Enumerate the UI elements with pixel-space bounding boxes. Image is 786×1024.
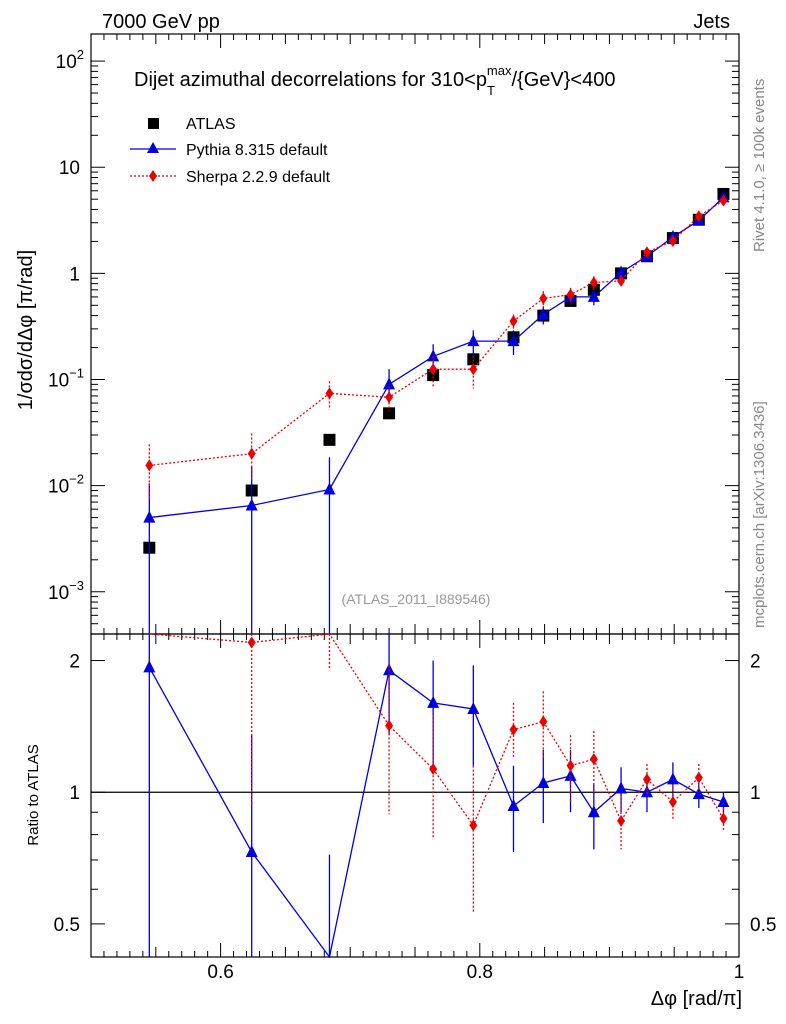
ratio-plot-frame — [90, 633, 740, 958]
ratio-axis-ticks: 0.6 0.8 1 0.5 0.5 1 1 2 2 — [54, 634, 776, 983]
pythia-point — [383, 377, 396, 390]
sherpa-point — [642, 773, 651, 786]
sherpa-point — [617, 814, 626, 827]
legend-sherpa-marker — [149, 170, 157, 182]
pythia-point — [467, 334, 480, 347]
sherpa-point — [385, 391, 394, 404]
x-tick-label: 0.8 — [467, 962, 493, 983]
pythia-point — [564, 768, 577, 781]
ratio-y-tick-label-left: 1 — [69, 783, 80, 804]
pythia-point — [666, 772, 679, 785]
main-y-tick-label: 10 — [59, 158, 80, 179]
legend: ATLAS Pythia 8.315 default Sherpa 2.2.9 … — [130, 116, 331, 186]
ratio-y-axis-label: Ratio to ATLAS — [25, 744, 42, 845]
pythia-point — [467, 701, 480, 714]
sherpa-point — [719, 194, 728, 207]
sherpa-point — [247, 447, 256, 460]
sherpa-point — [429, 363, 438, 376]
sherpa-point — [694, 771, 703, 784]
legend-pythia-label: Pythia 8.315 default — [186, 142, 328, 159]
sherpa-point — [668, 795, 677, 808]
legend-atlas-label: ATLAS — [186, 116, 236, 133]
energy-label: 7000 GeV pp — [102, 11, 220, 33]
ratio-y-tick-label-left: 0.5 — [54, 915, 80, 936]
category-label: Jets — [693, 11, 730, 33]
ratio-y-tick-label-right: 2 — [750, 652, 761, 673]
sherpa-point — [589, 753, 598, 766]
ratio-series-layer — [143, 633, 730, 959]
pythia-point — [717, 794, 730, 807]
pythia-point — [143, 510, 156, 523]
pythia-point — [427, 349, 440, 362]
sherpa-point — [617, 274, 626, 287]
x-axis-label: Δφ [rad/π] — [651, 988, 742, 1010]
pythia-point — [537, 775, 550, 788]
main-y-tick-label: 102 — [56, 47, 84, 73]
sherpa-point — [694, 210, 703, 223]
pythia-point — [507, 798, 520, 811]
pythia-point — [692, 787, 705, 800]
sherpa-point — [325, 387, 334, 400]
pythia-line — [148, 667, 724, 959]
main-y-tick-label: 10−1 — [48, 365, 84, 391]
legend-sherpa-label: Sherpa 2.2.9 default — [186, 169, 331, 186]
pythia-point — [615, 265, 628, 278]
pythia-point — [640, 785, 653, 798]
sherpa-point — [566, 759, 575, 772]
sherpa-point — [642, 246, 651, 259]
sherpa-point — [589, 276, 598, 289]
sherpa-line — [149, 200, 724, 467]
atlas-point — [323, 433, 336, 446]
pythia-point — [143, 660, 156, 673]
pythia-point — [537, 307, 550, 320]
pythia-point — [587, 289, 600, 302]
x-tick-label: 1 — [734, 962, 745, 983]
sherpa-point — [247, 636, 256, 649]
legend-pythia-marker — [147, 142, 159, 153]
ratio-y-tick-label-right: 0.5 — [750, 915, 776, 936]
sherpa-point — [566, 288, 575, 301]
ratio-y-tick-label-right: 1 — [750, 783, 761, 804]
analysis-id-label: (ATLAS_2011_I889546) — [342, 591, 491, 607]
sherpa-point — [429, 762, 438, 775]
main-y-axis-label: 1/σdσ/dΔφ [π/rad] — [15, 250, 37, 410]
sherpa-point — [668, 234, 677, 247]
sherpa-point — [539, 292, 548, 305]
pythia-point — [507, 334, 520, 347]
chart-title: Dijet azimuthal decorrelations for 310<p… — [134, 63, 615, 98]
main-series-layer — [143, 187, 730, 634]
pythia-point — [427, 695, 440, 708]
sherpa-point — [469, 363, 478, 376]
main-y-tick-label: 10−2 — [48, 472, 84, 498]
ratio-y-tick-label-left: 2 — [69, 652, 80, 673]
rivet-version-label: Rivet 4.1.0, ≥ 100k events — [751, 79, 768, 252]
pythia-point — [383, 663, 396, 676]
sherpa-point — [509, 315, 518, 328]
pythia-point — [245, 844, 258, 857]
sherpa-point — [719, 812, 728, 825]
pythia-point — [245, 498, 258, 511]
sherpa-point — [539, 715, 548, 728]
x-tick-label: 0.6 — [207, 962, 233, 983]
main-y-tick-label: 1 — [69, 264, 80, 285]
main-y-tick-label: 10−3 — [48, 578, 84, 604]
legend-atlas-marker — [148, 118, 159, 129]
main-axis-ticks: 10−3 10−2 10−1 1 10 102 — [48, 34, 740, 635]
atlas-point — [383, 407, 396, 420]
source-label: mcplots.cern.ch [arXiv:1306.3436] — [751, 401, 768, 628]
pythia-point — [587, 805, 600, 818]
sherpa-point — [469, 819, 478, 832]
sherpa-line — [149, 633, 725, 827]
sherpa-point — [145, 459, 154, 472]
sherpa-point — [385, 719, 394, 732]
atlas-point — [467, 353, 480, 366]
pythia-point — [615, 781, 628, 794]
sherpa-point — [509, 723, 518, 736]
pythia-point — [323, 482, 336, 495]
